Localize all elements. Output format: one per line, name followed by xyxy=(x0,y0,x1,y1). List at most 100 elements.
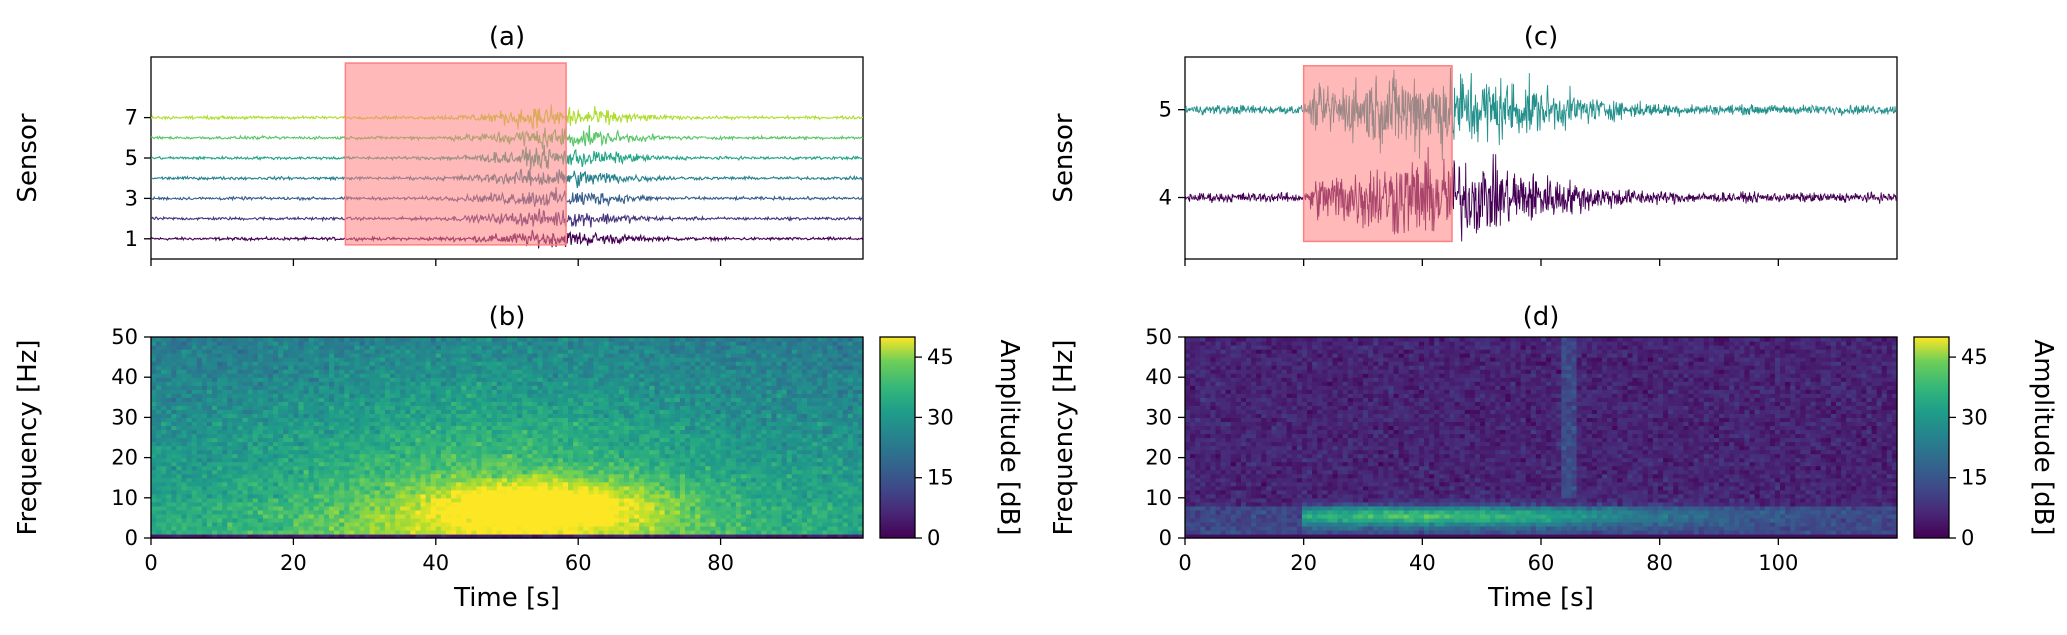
spectrogram-cell xyxy=(451,425,457,431)
spectrogram-cell xyxy=(415,481,422,487)
spectrogram-cell xyxy=(420,517,427,523)
spectrogram-cell xyxy=(176,493,183,499)
spectrogram-cell xyxy=(537,469,544,475)
spectrogram-cell xyxy=(283,341,289,346)
spectrogram-cell xyxy=(222,497,228,503)
spectrogram-cell xyxy=(573,509,579,515)
spectrogram-cell xyxy=(278,425,284,431)
spectrogram-cell xyxy=(252,445,259,451)
spectrogram-cell xyxy=(639,373,645,378)
spectrogram-cell xyxy=(618,521,625,527)
spectrogram-cell xyxy=(405,389,411,394)
spectrogram-cell xyxy=(517,533,523,539)
spectrogram-cell xyxy=(557,525,564,531)
spectrogram-cell xyxy=(425,505,432,511)
spectrogram-cell xyxy=(435,349,442,354)
spectrogram-cell xyxy=(476,381,483,386)
spectrogram-cell xyxy=(313,341,320,346)
spectrogram-cell xyxy=(496,337,503,342)
spectrogram-cell xyxy=(613,521,620,527)
spectrogram-cell xyxy=(588,349,595,354)
spectrogram-cell xyxy=(364,521,371,527)
spectrogram-cell xyxy=(547,445,554,451)
spectrogram-cell xyxy=(522,393,528,398)
spectrogram-cell xyxy=(623,417,630,423)
spectrogram-cell xyxy=(191,401,198,406)
spectrogram-cell xyxy=(527,397,534,402)
spectrogram-cell xyxy=(278,345,284,350)
spectrogram-cell xyxy=(283,377,289,382)
spectrogram-cell xyxy=(262,513,269,519)
spectrogram-cell xyxy=(323,429,330,435)
spectrogram-cell xyxy=(649,501,656,507)
spectrogram-cell xyxy=(598,509,605,515)
spectrogram-cell xyxy=(384,445,391,451)
spectrogram-cell xyxy=(623,445,630,451)
spectrogram-cell xyxy=(527,425,534,431)
spectrogram-cell xyxy=(308,501,315,507)
spectrogram-cell xyxy=(420,393,427,398)
spectrogram-cell xyxy=(507,405,513,410)
spectrogram-cell xyxy=(644,505,650,511)
spectrogram-cell xyxy=(573,385,579,390)
spectrogram-cell xyxy=(517,469,523,475)
spectrogram-cell xyxy=(639,521,645,527)
spectrogram-cell xyxy=(191,465,198,471)
spectrogram-cell xyxy=(466,361,472,366)
spectrogram-cell xyxy=(217,377,223,382)
spectrogram-cell xyxy=(522,485,528,491)
spectrogram-cell xyxy=(201,361,208,366)
spectrogram-cell xyxy=(415,453,422,459)
spectrogram-cell xyxy=(323,445,330,451)
spectrogram-cell xyxy=(359,425,366,431)
spectrogram-cell xyxy=(151,429,157,435)
spectrogram-cell xyxy=(481,341,488,346)
spectrogram-cell xyxy=(329,465,335,471)
spectrogram-cell xyxy=(318,457,325,463)
spectrogram-cell xyxy=(588,441,595,447)
spectrogram-cell xyxy=(440,405,447,410)
spectrogram-cell xyxy=(471,513,478,519)
spectrogram-cell xyxy=(593,525,600,531)
spectrogram-cell xyxy=(288,477,294,483)
spectrogram-cell xyxy=(212,461,218,467)
spectrogram-cell xyxy=(517,457,523,463)
spectrogram-cell xyxy=(267,521,274,527)
spectrogram-cell xyxy=(435,529,442,535)
spectrogram-cell xyxy=(329,433,335,439)
spectrogram-cell xyxy=(486,369,493,374)
spectrogram-cell xyxy=(308,409,315,414)
spectrogram-cell xyxy=(629,509,635,515)
spectrogram-cell xyxy=(603,509,610,515)
spectrogram-cell xyxy=(308,429,315,435)
spectrogram-cell xyxy=(156,461,162,467)
spectrogram-cell xyxy=(339,505,345,511)
spectrogram-cell xyxy=(445,365,452,370)
spectrogram-cell xyxy=(308,357,315,362)
spectrogram-cell xyxy=(496,477,503,483)
spectrogram-cell xyxy=(283,429,289,435)
spectrogram-cell xyxy=(568,381,574,386)
spectrogram-cell xyxy=(156,485,162,491)
spectrogram-cell xyxy=(339,481,345,487)
spectrogram-cell xyxy=(542,401,549,406)
spectrogram-cell xyxy=(425,469,432,475)
spectrogram-cell xyxy=(156,361,162,366)
spectrogram-cell xyxy=(232,373,239,378)
spectrogram-cell xyxy=(425,337,432,342)
spectrogram-cell xyxy=(288,393,294,398)
spectrogram-cell xyxy=(410,401,417,406)
spectrogram-cell xyxy=(486,389,493,394)
spectrogram-cell xyxy=(608,397,615,402)
spectrogram-cell xyxy=(303,529,310,535)
spectrogram-cell xyxy=(547,489,554,495)
spectrogram-cell xyxy=(420,465,427,471)
spectrogram-cell xyxy=(384,393,391,398)
spectrogram-cell xyxy=(598,485,605,491)
spectrogram-cell xyxy=(151,453,157,459)
spectrogram-cell xyxy=(644,453,650,459)
spectrogram-cell xyxy=(639,361,645,366)
spectrogram-cell xyxy=(217,425,223,431)
spectrogram-cell xyxy=(171,489,178,495)
spectrogram-cell xyxy=(222,345,228,350)
